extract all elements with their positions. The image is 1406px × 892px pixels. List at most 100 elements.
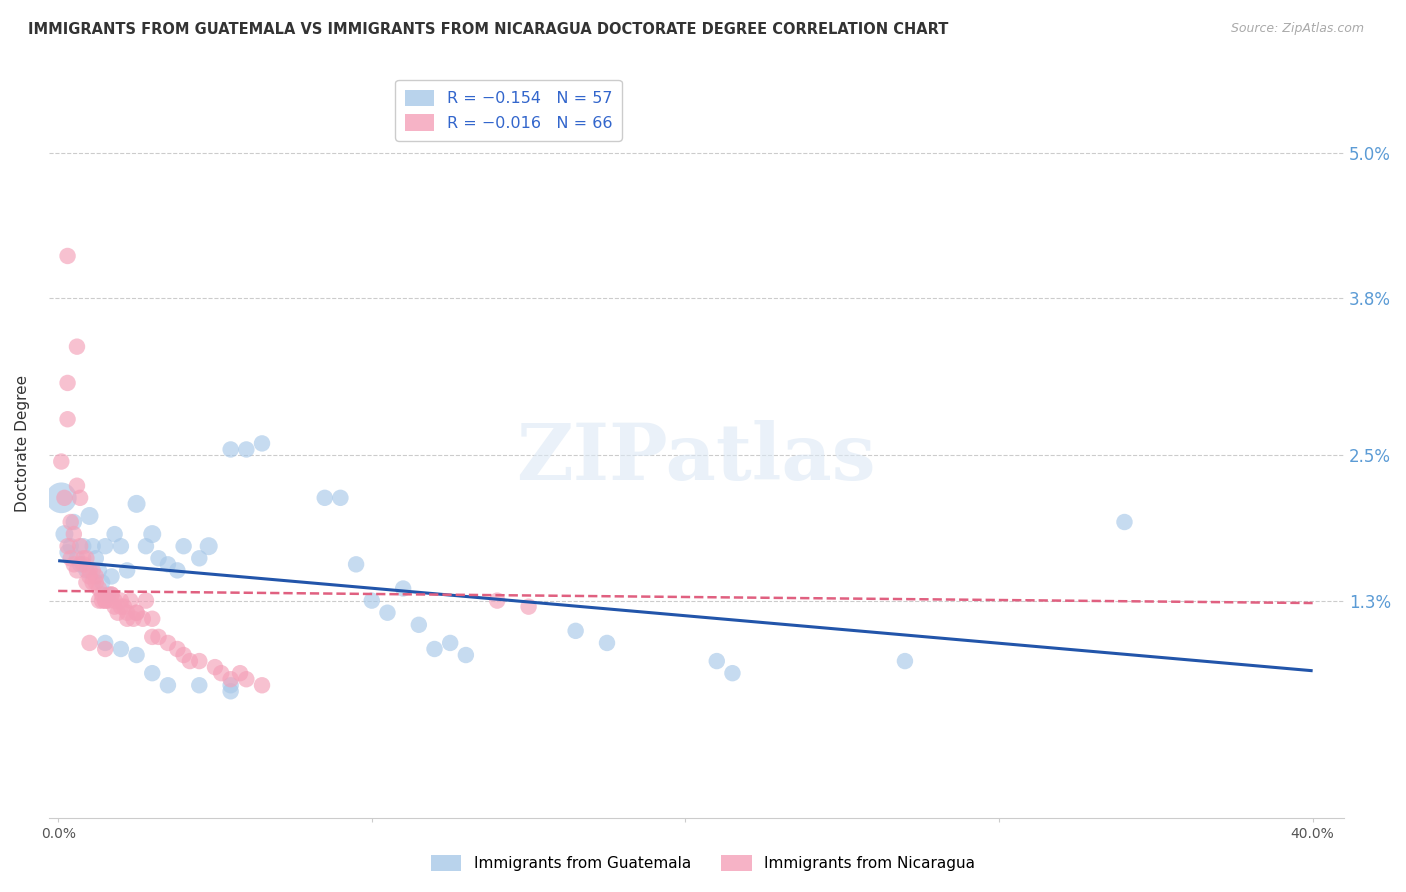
Point [141, 666, 163, 681]
Point [110, 642, 132, 657]
Point [141, 630, 163, 644]
Point [894, 654, 917, 668]
Point [91, 588, 114, 602]
Point [125, 497, 148, 511]
Point [75, 563, 97, 577]
Point [564, 624, 586, 638]
Point [392, 582, 415, 596]
Point [408, 617, 430, 632]
Point [56, 545, 79, 559]
Point [94, 593, 117, 607]
Point [63, 515, 86, 529]
Point [115, 612, 138, 626]
Point [209, 666, 232, 681]
Point [156, 636, 179, 650]
Point [100, 569, 122, 583]
Point [51, 454, 73, 468]
Point [100, 588, 122, 602]
Point [125, 648, 148, 662]
Text: IMMIGRANTS FROM GUATEMALA VS IMMIGRANTS FROM NICARAGUA DOCTORATE DEGREE CORRELAT: IMMIGRANTS FROM GUATEMALA VS IMMIGRANTS … [28, 22, 949, 37]
Point [107, 606, 129, 620]
Point [132, 612, 155, 626]
Point [706, 654, 728, 668]
Point [69, 539, 91, 553]
Point [110, 599, 132, 614]
Point [219, 442, 242, 457]
Point [63, 558, 86, 572]
Point [156, 558, 179, 572]
Point [53, 491, 76, 505]
Point [97, 588, 120, 602]
Point [94, 539, 117, 553]
Point [219, 684, 242, 698]
Point [56, 539, 79, 553]
Point [91, 575, 114, 590]
Y-axis label: Doctorate Degree: Doctorate Degree [15, 375, 30, 512]
Point [66, 340, 89, 354]
Point [100, 588, 122, 602]
Point [79, 636, 101, 650]
Point [84, 569, 107, 583]
Point [53, 527, 76, 541]
Legend: R = −0.154   N = 57, R = −0.016   N = 66: R = −0.154 N = 57, R = −0.016 N = 66 [395, 80, 621, 141]
Text: ZIPatlas: ZIPatlas [516, 420, 876, 497]
Point [454, 648, 477, 662]
Point [94, 636, 117, 650]
Point [84, 551, 107, 566]
Point [486, 593, 509, 607]
Point [219, 672, 242, 686]
Point [69, 558, 91, 572]
Text: Source: ZipAtlas.com: Source: ZipAtlas.com [1230, 22, 1364, 36]
Point [188, 551, 211, 566]
Point [125, 606, 148, 620]
Point [135, 539, 157, 553]
Point [135, 593, 157, 607]
Point [59, 551, 82, 566]
Point [229, 666, 252, 681]
Point [94, 593, 117, 607]
Point [179, 654, 201, 668]
Point [69, 491, 91, 505]
Point [329, 491, 352, 505]
Point [112, 599, 135, 614]
Point [51, 491, 73, 505]
Point [166, 642, 188, 657]
Point [115, 606, 138, 620]
Point [235, 442, 257, 457]
Point [250, 678, 273, 692]
Point [94, 642, 117, 657]
Point [59, 515, 82, 529]
Point [87, 593, 110, 607]
Point [141, 527, 163, 541]
Point [204, 660, 226, 674]
Point [72, 551, 94, 566]
Point [721, 666, 744, 681]
Point [120, 593, 142, 607]
Point [75, 575, 97, 590]
Point [360, 593, 382, 607]
Point [115, 563, 138, 577]
Point [377, 606, 399, 620]
Point [72, 539, 94, 553]
Point [104, 527, 127, 541]
Point [122, 612, 145, 626]
Point [173, 648, 195, 662]
Point [596, 636, 619, 650]
Point [82, 563, 104, 577]
Point [439, 636, 461, 650]
Point [141, 612, 163, 626]
Point [423, 642, 446, 657]
Point [148, 630, 170, 644]
Point [56, 249, 79, 263]
Point [188, 654, 211, 668]
Point [314, 491, 336, 505]
Legend: Immigrants from Guatemala, Immigrants from Nicaragua: Immigrants from Guatemala, Immigrants fr… [425, 849, 981, 877]
Point [56, 412, 79, 426]
Point [148, 551, 170, 566]
Point [104, 593, 127, 607]
Point [82, 539, 104, 553]
Point [125, 606, 148, 620]
Point [66, 551, 89, 566]
Point [63, 527, 86, 541]
Point [79, 569, 101, 583]
